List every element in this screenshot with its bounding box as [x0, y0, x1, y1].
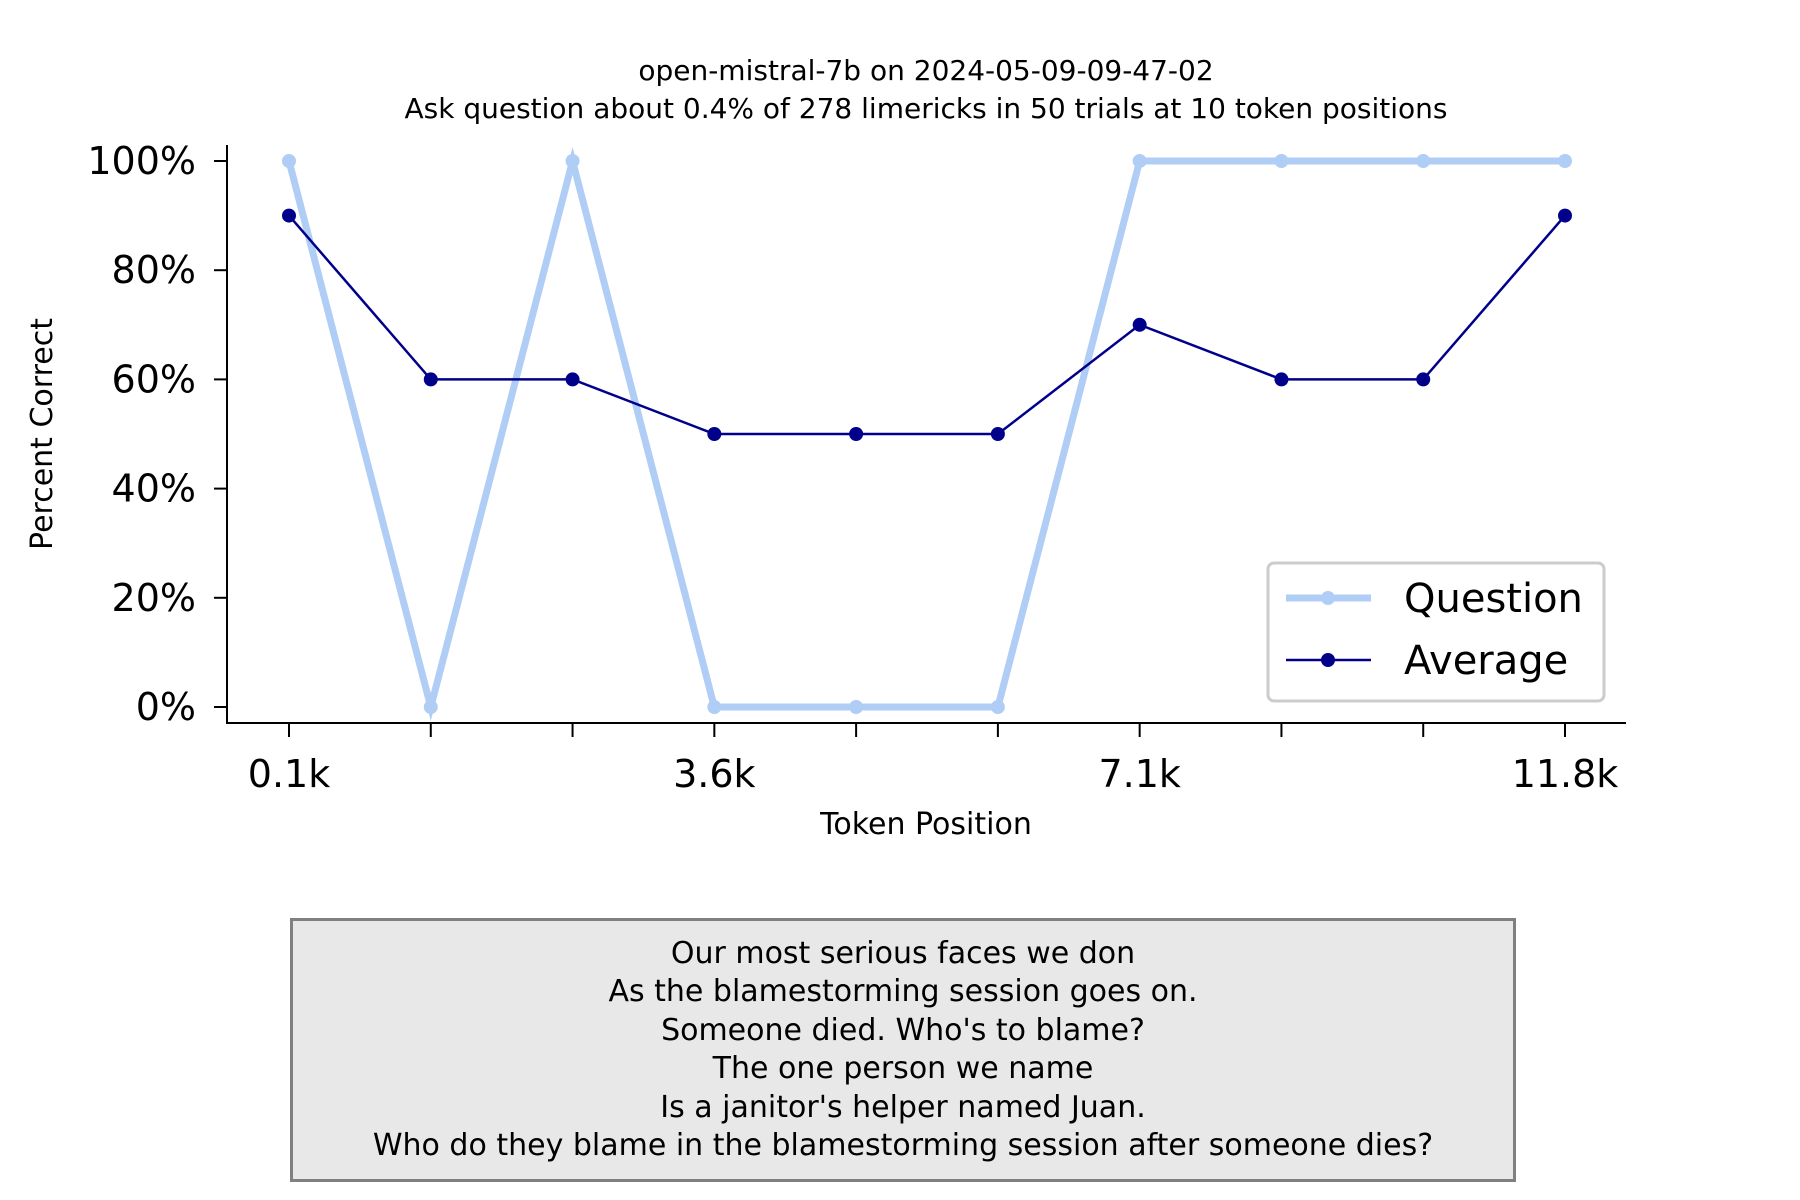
- data-point: [990, 427, 1005, 441]
- legend-average-label: Average: [1404, 638, 1568, 684]
- y-tick-label: 60%: [112, 357, 196, 401]
- axes: 0% 20% 40% 60% 80% 100% 0.1k 3.6k 7.1k 11.8k: [87, 139, 1626, 796]
- data-point: [1274, 372, 1289, 387]
- series-layer: [282, 147, 1572, 721]
- x-tick-label: 0.1k: [248, 752, 330, 796]
- legend-question-label: Question: [1404, 576, 1583, 622]
- data-point: [1416, 372, 1431, 387]
- legend: Question Average: [1266, 561, 1606, 703]
- limerick-line: The one person we name: [712, 1051, 1094, 1086]
- y-tick-label: 40%: [112, 467, 196, 511]
- data-point: [707, 700, 722, 714]
- x-tick-label: 3.6k: [673, 752, 755, 796]
- data-point: [565, 372, 580, 387]
- data-point: [282, 154, 296, 168]
- limerick-line: Is a janitor's helper named Juan.: [660, 1089, 1146, 1125]
- data-point: [423, 372, 438, 387]
- y-axis-label: Percent Correct: [25, 318, 60, 550]
- limerick-line: Our most serious faces we don: [670, 935, 1136, 971]
- limerick-box: Our most serious faces we don As the bla…: [290, 918, 1516, 1182]
- chart-subtitle: Ask question about 0.4% of 278 limericks…: [404, 92, 1447, 125]
- data-point: [849, 427, 864, 441]
- data-point: [1416, 154, 1431, 168]
- y-tick-label: 80%: [112, 248, 196, 292]
- limerick-line: Someone died. Who's to blame?: [661, 1012, 1145, 1048]
- data-point: [565, 154, 580, 168]
- data-point: [423, 700, 438, 714]
- x-tick-label: 7.1k: [1098, 752, 1180, 796]
- chart-title: open-mistral-7b on 2024-05-09-09-47-02: [638, 54, 1213, 87]
- series-question: [282, 147, 1572, 721]
- limerick-question: Who do they blame in the blamestorming s…: [372, 1128, 1434, 1163]
- limerick-line: As the blamestorming session goes on.: [608, 974, 1198, 1009]
- x-axis-label: Token Position: [819, 807, 1032, 842]
- x-ticks: 0.1k 3.6k 7.1k 11.8k: [248, 723, 1619, 796]
- data-point: [1132, 154, 1147, 168]
- data-point: [282, 208, 296, 223]
- y-ticks: 0% 20% 40% 60% 80% 100%: [87, 139, 227, 729]
- y-tick-label: 100%: [87, 139, 196, 183]
- series-line: [288, 214, 1566, 436]
- data-point: [1132, 317, 1147, 332]
- series-average: [282, 208, 1572, 441]
- data-point: [1274, 154, 1289, 168]
- y-tick-label: 0%: [136, 685, 196, 729]
- data-point: [990, 700, 1005, 714]
- legend-average-marker: [1321, 653, 1335, 667]
- x-tick-label: 11.8k: [1512, 752, 1619, 796]
- series-line: [285, 147, 1565, 721]
- legend-question-marker: [1321, 591, 1335, 605]
- data-point: [849, 700, 864, 714]
- data-point: [707, 427, 722, 441]
- data-point: [1558, 208, 1572, 223]
- data-point: [1558, 154, 1572, 168]
- y-tick-label: 20%: [112, 576, 196, 620]
